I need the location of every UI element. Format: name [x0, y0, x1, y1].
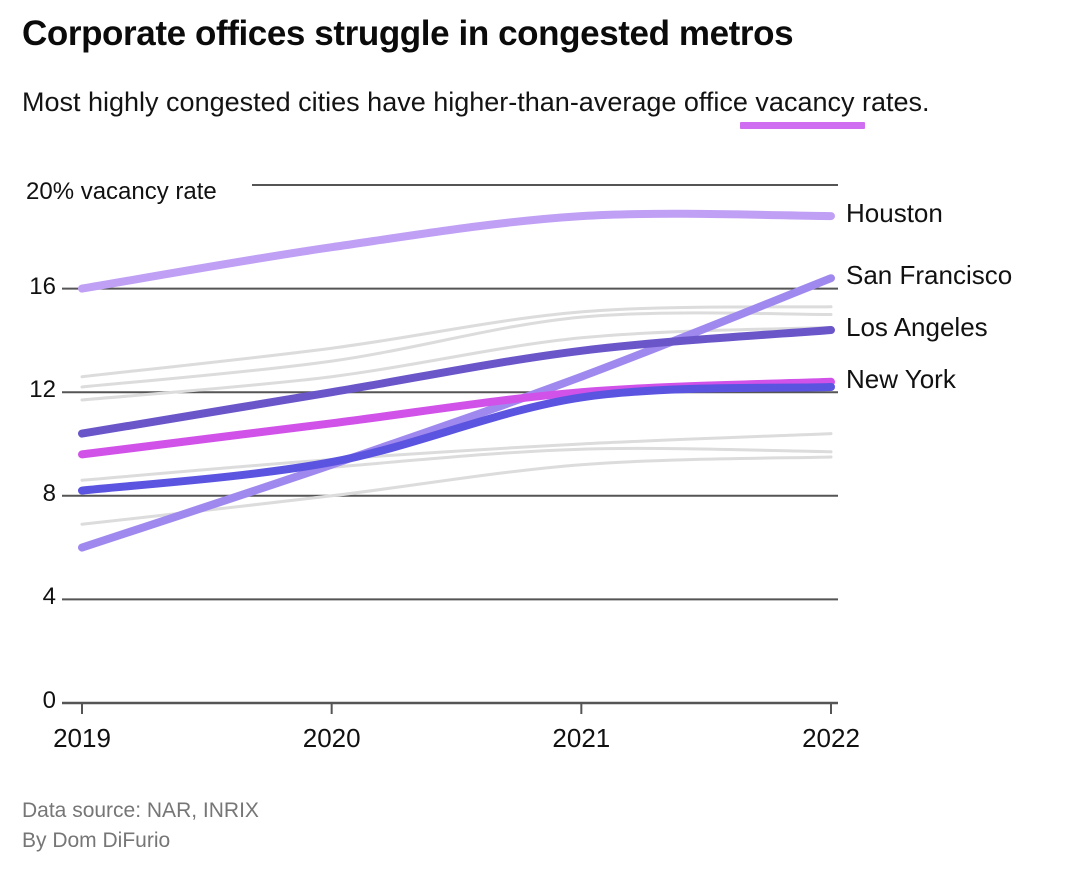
- series-line-houston[interactable]: [78, 209, 835, 293]
- footer: Data source: NAR, INRIX By Dom DiFurio: [22, 796, 259, 856]
- y-axis-top-label: 20% vacancy rate: [26, 178, 217, 205]
- page-title: Corporate offices struggle in congested …: [22, 14, 794, 53]
- series-label-los-angeles: Los Angeles: [846, 312, 988, 343]
- y-tick-label: 16: [29, 272, 56, 300]
- x-tick-label: 2022: [802, 723, 860, 753]
- y-tick-label: 0: [42, 687, 56, 714]
- x-tick-label: 2020: [302, 723, 361, 753]
- background-series-line: [80, 432, 833, 482]
- series-line-los-angeles[interactable]: [78, 326, 835, 438]
- y-tick-label: 8: [42, 479, 56, 507]
- byline: By Dom DiFurio: [22, 828, 171, 852]
- highlighted-series-group: [78, 209, 835, 552]
- background-series-line: [80, 325, 833, 402]
- series-line-san-francisco[interactable]: [78, 274, 835, 552]
- line-chart: 20% vacancy rate 0 4 8 12 16 2019 2020 2021 202…: [0, 160, 1080, 753]
- x-tick-label: 2019: [53, 723, 111, 753]
- series-line-unlabeled[interactable]: [78, 383, 835, 495]
- subtitle-text: Most highly congested cities have higher…: [22, 87, 930, 117]
- page-subtitle: Most highly congested cities have higher…: [22, 85, 982, 119]
- subtitle-highlight-underline: [740, 122, 865, 129]
- background-series-line: [80, 305, 833, 379]
- series-label-houston: Houston: [846, 198, 943, 229]
- gridlines: [62, 184, 838, 705]
- y-tick-label: 12: [29, 376, 56, 404]
- series-label-new-york: New York: [846, 363, 956, 394]
- y-tick-label: 4: [42, 583, 56, 611]
- x-axis-ticks: [81, 703, 832, 714]
- series-label-san-francisco: San Francisco: [846, 260, 1013, 291]
- data-source: Data source: NAR, INRIX: [22, 799, 259, 822]
- background-series-line: [80, 311, 833, 389]
- x-tick-label: 2021: [552, 723, 611, 753]
- chart-svg: [62, 184, 838, 714]
